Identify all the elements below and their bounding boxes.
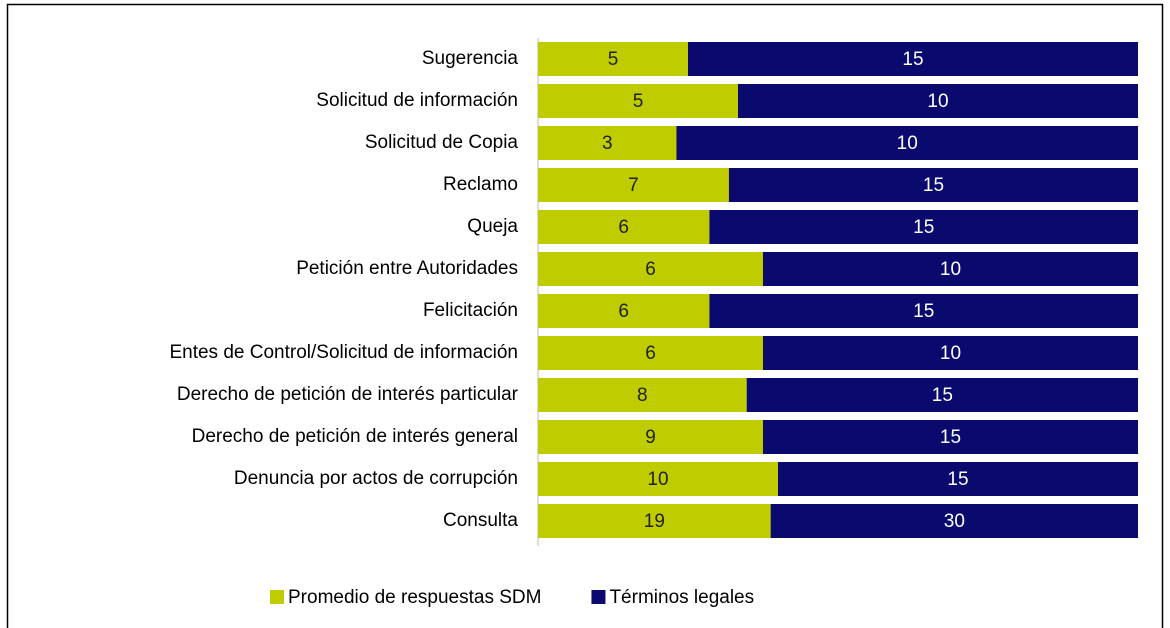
legend-swatch [270, 590, 284, 604]
y-tick-label: Consulta [443, 510, 518, 531]
data-label: 15 [913, 301, 934, 322]
y-tick-label: Denuncia por actos de corrupción [234, 468, 518, 489]
bar-segment [763, 336, 1138, 370]
bar-segment [778, 462, 1138, 496]
bar-segment [538, 378, 747, 412]
bar-segment [746, 378, 1138, 412]
legend-label: Promedio de respuestas SDM [288, 587, 541, 608]
legend-swatch [591, 590, 606, 604]
bar-segment [538, 210, 710, 244]
bar-segment [538, 252, 763, 286]
data-label: 30 [944, 511, 965, 532]
y-tick-label: Felicitación [423, 300, 518, 321]
data-label: 10 [927, 91, 948, 112]
y-tick-label: Derecho de petición de interés general [192, 426, 518, 447]
bar-segment [538, 504, 771, 538]
data-label: 15 [947, 469, 968, 490]
y-tick-label: Solicitud de información [316, 90, 518, 111]
data-label: 10 [940, 343, 961, 364]
bar-segment [676, 126, 1138, 160]
bar-segment [538, 84, 738, 118]
data-label: 5 [633, 91, 644, 112]
bar-segment [763, 420, 1138, 454]
data-label: 15 [902, 49, 923, 70]
bar-segment [728, 168, 1138, 202]
bar-segment [709, 294, 1138, 328]
y-tick-label: Derecho de petición de interés particula… [177, 384, 519, 405]
bar-segment [738, 84, 1138, 118]
bar-segment [538, 294, 710, 328]
bar-segment [709, 210, 1138, 244]
data-label: 5 [608, 49, 619, 70]
bar-segment [538, 168, 729, 202]
bar-segment [688, 42, 1138, 76]
data-label: 10 [940, 259, 961, 280]
data-label: 6 [618, 301, 629, 322]
y-tick-label: Reclamo [443, 174, 518, 195]
data-label: 15 [913, 217, 934, 238]
data-label: 6 [645, 343, 656, 364]
bar-segment [538, 462, 778, 496]
bar-segment [538, 336, 763, 370]
bar-segment [763, 252, 1138, 286]
y-tick-label: Entes de Control/Solicitud de informació… [169, 342, 518, 363]
bar-segment [538, 126, 677, 160]
data-label: 10 [897, 133, 918, 154]
bar-segment [538, 420, 763, 454]
data-label: 15 [932, 385, 953, 406]
bar-segment [770, 504, 1138, 538]
y-tick-label: Petición entre Autoridades [296, 258, 518, 279]
data-label: 19 [644, 511, 665, 532]
data-label: 15 [940, 427, 961, 448]
y-tick-label: Sugerencia [422, 48, 519, 69]
data-label: 3 [602, 133, 613, 154]
y-tick-label: Solicitud de Copia [365, 132, 519, 153]
y-tick-label: Queja [467, 216, 518, 237]
legend-label: Términos legales [609, 587, 754, 608]
data-label: 9 [645, 427, 656, 448]
data-label: 6 [645, 259, 656, 280]
data-label: 6 [618, 217, 629, 238]
data-label: 8 [637, 385, 648, 406]
bar-segment [538, 42, 688, 76]
data-label: 15 [923, 175, 944, 196]
data-label: 7 [628, 175, 639, 196]
data-label: 10 [647, 469, 668, 490]
